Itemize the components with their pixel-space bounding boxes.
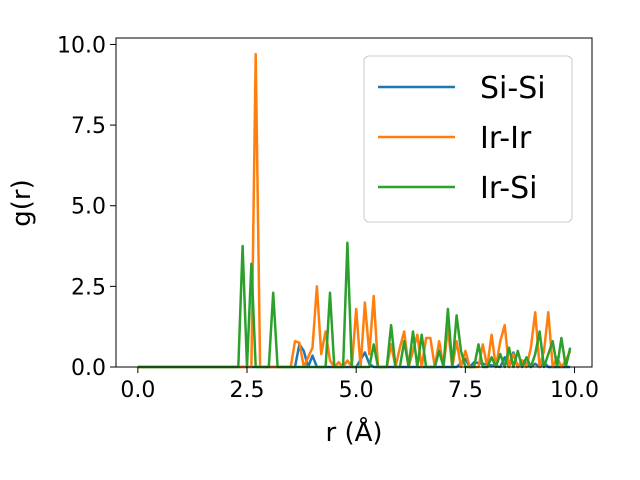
y-tick-label: 7.5 (71, 114, 106, 139)
x-tick-label: 5.0 (339, 378, 374, 403)
y-axis-label: g(r) (7, 179, 37, 226)
legend: Si-Si Ir-Ir Ir-Si (363, 55, 573, 223)
plot-frame (115, 37, 593, 368)
legend-label-ir-si: Ir-Si (480, 171, 537, 206)
y-axis: 0.0 2.5 5.0 7.5 10.0 (57, 33, 116, 381)
x-tick-label: 0.0 (120, 378, 155, 403)
x-tick-label: 10.0 (550, 378, 599, 403)
x-tick-label: 7.5 (448, 378, 483, 403)
x-axis-label: r (Å) (325, 416, 382, 448)
x-tick-label: 2.5 (230, 378, 265, 403)
legend-entries: Si-Si Ir-Ir Ir-Si (378, 71, 546, 206)
plot-area (115, 37, 593, 369)
y-tick-label: 2.5 (71, 275, 106, 300)
legend-box (363, 55, 573, 223)
x-axis: 0.0 2.5 5.0 7.5 10.0 (120, 367, 599, 403)
y-tick-label: 5.0 (71, 195, 106, 220)
y-tick-label: 0.0 (71, 356, 106, 381)
legend-label-si-si: Si-Si (480, 71, 546, 106)
legend-label-ir-ir: Ir-Ir (480, 121, 532, 156)
y-tick-label: 10.0 (57, 33, 106, 58)
